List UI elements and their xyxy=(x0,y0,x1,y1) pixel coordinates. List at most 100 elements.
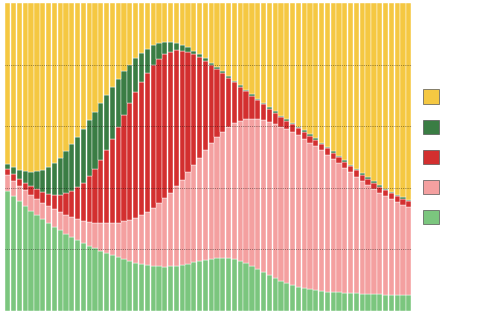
Bar xyxy=(116,223,121,257)
Bar xyxy=(133,58,138,92)
Bar xyxy=(127,103,132,220)
Bar xyxy=(11,181,16,196)
Bar xyxy=(244,119,248,263)
Bar xyxy=(354,171,359,176)
Bar xyxy=(406,3,411,200)
Bar xyxy=(325,147,330,148)
Bar xyxy=(98,251,104,311)
Bar xyxy=(52,163,57,195)
Bar xyxy=(34,215,40,311)
Bar xyxy=(284,283,289,311)
Bar xyxy=(162,3,167,42)
Bar xyxy=(180,51,185,180)
Bar xyxy=(238,261,243,311)
Bar xyxy=(336,157,342,163)
Bar xyxy=(267,275,272,311)
Bar xyxy=(87,120,92,176)
Bar xyxy=(92,3,98,112)
Bar xyxy=(255,269,260,311)
Bar xyxy=(331,3,336,151)
Bar xyxy=(58,158,63,194)
Bar xyxy=(191,262,196,311)
Bar xyxy=(348,166,353,172)
Bar xyxy=(232,82,237,123)
Bar xyxy=(226,3,231,76)
Bar xyxy=(296,287,301,311)
Bar xyxy=(122,259,126,311)
Bar xyxy=(203,260,208,311)
Bar xyxy=(278,281,284,311)
Bar xyxy=(302,139,307,288)
Bar xyxy=(17,170,22,179)
Bar xyxy=(383,3,388,188)
Bar xyxy=(342,3,348,160)
Bar xyxy=(366,294,371,311)
Bar xyxy=(133,263,138,311)
Bar xyxy=(58,3,63,158)
Bar xyxy=(336,292,342,311)
Bar xyxy=(267,107,272,109)
Bar xyxy=(296,3,301,127)
Bar xyxy=(52,209,57,227)
Bar xyxy=(156,3,162,43)
Bar xyxy=(69,237,74,311)
Bar xyxy=(290,124,295,132)
Bar xyxy=(23,183,28,190)
Bar xyxy=(34,3,40,171)
Bar xyxy=(308,136,312,143)
Bar xyxy=(46,167,51,194)
Bar xyxy=(174,51,179,187)
Bar xyxy=(325,3,330,147)
Bar xyxy=(28,195,34,211)
Bar xyxy=(186,52,190,172)
Bar xyxy=(261,103,266,105)
Bar xyxy=(17,3,22,170)
Bar xyxy=(325,154,330,291)
Bar xyxy=(40,3,45,170)
Legend: , , , , : , , , , xyxy=(423,89,442,225)
Bar xyxy=(366,185,371,294)
Bar xyxy=(110,223,115,255)
Bar xyxy=(104,253,109,311)
Bar xyxy=(244,90,248,91)
Bar xyxy=(400,197,406,199)
Bar xyxy=(319,150,324,291)
Bar xyxy=(232,81,237,82)
Bar xyxy=(197,57,202,158)
Bar xyxy=(284,119,289,121)
Bar xyxy=(261,3,266,103)
Bar xyxy=(313,3,318,138)
Bar xyxy=(249,266,254,311)
Bar xyxy=(133,92,138,218)
Bar xyxy=(156,59,162,203)
Bar xyxy=(325,291,330,311)
Bar xyxy=(372,294,376,311)
Bar xyxy=(87,222,92,246)
Bar xyxy=(203,150,208,260)
Bar xyxy=(150,208,156,266)
Bar xyxy=(278,127,284,281)
Bar xyxy=(122,71,126,115)
Bar xyxy=(17,201,22,311)
Bar xyxy=(220,258,226,311)
Bar xyxy=(377,185,382,187)
Bar xyxy=(81,182,86,221)
Bar xyxy=(98,223,104,251)
Bar xyxy=(81,243,86,311)
Bar xyxy=(52,3,57,163)
Bar xyxy=(191,51,196,54)
Bar xyxy=(162,198,167,267)
Bar xyxy=(58,194,63,212)
Bar xyxy=(366,3,371,177)
Bar xyxy=(34,199,40,215)
Bar xyxy=(139,53,144,82)
Bar xyxy=(28,3,34,172)
Bar xyxy=(69,3,74,144)
Bar xyxy=(360,3,365,173)
Bar xyxy=(319,143,324,144)
Bar xyxy=(267,3,272,107)
Bar xyxy=(360,294,365,311)
Bar xyxy=(63,234,68,311)
Bar xyxy=(180,180,185,265)
Bar xyxy=(377,187,382,193)
